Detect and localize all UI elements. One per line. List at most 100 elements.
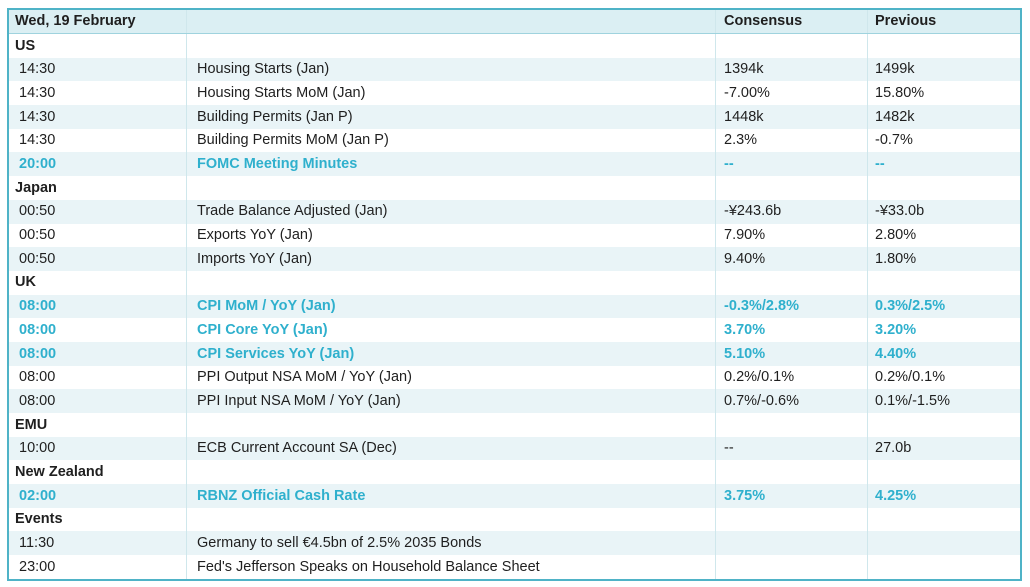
group-name: UK [9,270,187,295]
table-row: 10:00 ECB Current Account SA (Dec) -- 27.0b [9,436,1020,461]
previous-value: 1482k [875,108,915,125]
event-time: 02:00 [9,484,187,508]
table-row: 08:00 CPI Services YoY (Jan) 5.10% 4.40% [9,341,1020,366]
header-date: Wed, 19 February [9,10,187,33]
table-header: Wed, 19 February Consensus Previous [9,10,1020,34]
consensus-value: 1448k [716,105,868,129]
event-name: Housing Starts (Jan) [187,57,716,82]
event-name: ECB Current Account SA (Dec) [187,436,716,461]
consensus-value: 0.2%/0.1% [716,365,868,390]
event-time: 23:00 [9,555,187,579]
consensus-value: 2.3% [716,128,868,153]
table-row: 11:30 Germany to sell €4.5bn of 2.5% 2035… [9,531,1020,556]
group-header: EMU [9,413,1020,437]
table-body: US 14:30 Housing Starts (Jan) 1394k 1499k 14:… [9,34,1020,579]
previous-value: 1499k [875,61,915,78]
event-time: 14:30 [9,128,187,153]
event-name: PPI Input NSA MoM / YoY (Jan) [187,389,716,413]
previous-value: 0.3%/2.5% [875,298,946,315]
event-name: Building Permits MoM (Jan P) [187,128,716,153]
event-name: FOMC Meeting Minutes [187,152,716,177]
event-name: CPI MoM / YoY (Jan) [187,294,716,319]
group-empty-cell [187,413,716,437]
event-time: 08:00 [9,365,187,390]
consensus-value: 1394k [716,57,868,82]
event-time: 08:00 [9,341,187,366]
group-empty-cell [716,507,868,532]
table-row: 00:50 Exports YoY (Jan) 7.90% 2.80% [9,223,1020,248]
event-name: Fed's Jefferson Speaks on Household Bala… [187,555,716,579]
consensus-value: 5.10% [716,341,868,366]
event-name: Building Permits (Jan P) [187,105,716,129]
previous-value: -- [875,156,885,173]
event-time: 08:00 [9,318,187,342]
table-row: 08:00 PPI Input NSA MoM / YoY (Jan) 0.7%/-… [9,389,1020,413]
previous-value: -¥33.0b [875,203,925,220]
previous-value: -0.7% [875,132,913,149]
consensus-value: -- [716,436,868,461]
header-event [187,10,716,33]
event-name: Germany to sell €4.5bn of 2.5% 2035 Bond… [187,531,716,556]
group-empty-cell [187,507,716,532]
group-empty-cell [187,34,716,58]
previous-value: 0.2%/0.1% [875,369,946,386]
event-name: PPI Output NSA MoM / YoY (Jan) [187,365,716,390]
group-empty-cell [716,460,868,485]
previous-value: 2.80% [875,227,917,244]
event-time: 10:00 [9,436,187,461]
consensus-value: -0.3%/2.8% [716,294,868,319]
group-empty-cell [716,270,868,295]
group-header: Events [9,507,1020,532]
economic-calendar-table: Wed, 19 February Consensus Previous US 14… [7,8,1022,581]
previous-value: 1.80% [875,250,917,267]
event-time: 14:30 [9,81,187,106]
event-time: 00:50 [9,199,187,224]
event-name: RBNZ Official Cash Rate [187,484,716,508]
event-time: 00:50 [9,247,187,271]
event-name: CPI Services YoY (Jan) [187,341,716,366]
consensus-value: 0.7%/-0.6% [716,389,868,413]
consensus-value [716,555,868,579]
event-time: 08:00 [9,294,187,319]
group-empty-cell [716,413,868,437]
event-time: 14:30 [9,105,187,129]
consensus-value: -¥243.6b [716,199,868,224]
event-time: 00:50 [9,223,187,248]
previous-value: 0.1%/-1.5% [875,392,950,409]
event-time: 14:30 [9,57,187,82]
group-name: US [9,34,187,58]
group-name: Japan [9,176,187,200]
event-time: 11:30 [9,531,187,556]
group-header: UK [9,270,1020,295]
group-name: New Zealand [9,460,187,485]
table-row: 14:30 Building Permits (Jan P) 1448k 1482k [9,105,1020,129]
table-row: 14:30 Housing Starts MoM (Jan) -7.00% 15.80… [9,81,1020,106]
previous-value: 4.25% [875,487,917,504]
previous-value: 3.20% [875,321,917,338]
event-time: 20:00 [9,152,187,177]
event-name: Trade Balance Adjusted (Jan) [187,199,716,224]
consensus-value: -7.00% [716,81,868,106]
consensus-value [716,531,868,556]
header-consensus: Consensus [716,10,868,33]
group-header: US [9,34,1020,58]
table-row: 08:00 PPI Output NSA MoM / YoY (Jan) 0.2%/… [9,365,1020,390]
previous-value: 27.0b [875,440,912,457]
header-previous: Previous [875,13,937,30]
table-row: 02:00 RBNZ Official Cash Rate 3.75% 4.25% [9,484,1020,508]
table-row: 08:00 CPI MoM / YoY (Jan) -0.3%/2.8% 0.3%/2… [9,294,1020,319]
group-header: New Zealand [9,460,1020,485]
consensus-value: 7.90% [716,223,868,248]
event-name: CPI Core YoY (Jan) [187,318,716,342]
table-row: 14:30 Building Permits MoM (Jan P) 2.3% -0.… [9,128,1020,153]
group-empty-cell [716,176,868,200]
table-row: 23:00 Fed's Jefferson Speaks on Household… [9,555,1020,579]
table-row: 08:00 CPI Core YoY (Jan) 3.70% 3.20% [9,318,1020,342]
table-row: 00:50 Imports YoY (Jan) 9.40% 1.80% [9,247,1020,271]
table-row: 20:00 FOMC Meeting Minutes -- -- [9,152,1020,177]
event-name: Imports YoY (Jan) [187,247,716,271]
group-empty-cell [716,34,868,58]
group-name: Events [9,507,187,532]
group-empty-cell [187,460,716,485]
consensus-value: 3.70% [716,318,868,342]
